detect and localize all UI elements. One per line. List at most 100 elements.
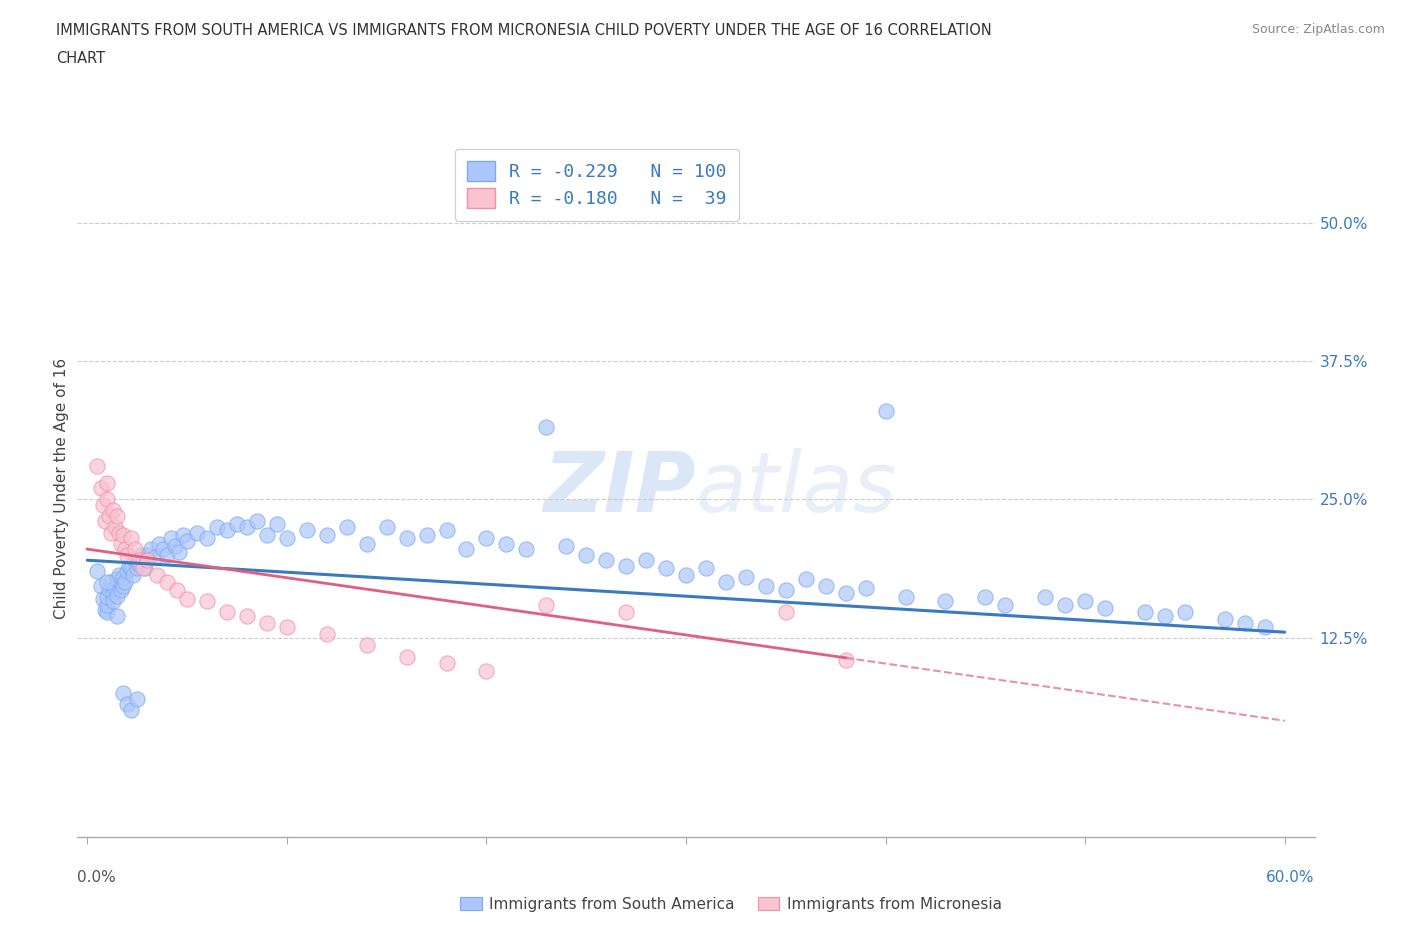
Point: [96, 475, 118, 490]
Point: [90, 481, 112, 496]
Point: [94, 603, 117, 618]
Point: [96, 575, 118, 590]
Point: [714, 575, 737, 590]
Point: [614, 604, 637, 619]
Point: [1133, 604, 1156, 619]
Point: [120, 561, 142, 576]
Point: [148, 537, 170, 551]
Point: [186, 525, 208, 540]
Text: atlas: atlas: [696, 447, 897, 529]
Point: [215, 523, 238, 538]
Point: [112, 685, 135, 700]
Point: [105, 572, 128, 587]
Point: [614, 558, 637, 573]
Point: [436, 523, 458, 538]
Point: [195, 593, 218, 608]
Text: 60.0%: 60.0%: [1267, 870, 1315, 884]
Point: [994, 597, 1017, 612]
Point: [100, 575, 122, 590]
Point: [536, 597, 558, 612]
Point: [266, 516, 288, 531]
Point: [141, 541, 163, 556]
Point: [110, 583, 132, 598]
Point: [160, 531, 183, 546]
Point: [436, 656, 458, 671]
Point: [112, 569, 135, 584]
Y-axis label: Child Poverty Under the Age of 16: Child Poverty Under the Age of 16: [53, 358, 69, 618]
Point: [143, 550, 166, 565]
Point: [128, 552, 150, 567]
Point: [114, 575, 136, 590]
Point: [156, 547, 179, 562]
Point: [775, 583, 797, 598]
Point: [515, 541, 537, 556]
Point: [132, 561, 155, 576]
Point: [91, 591, 114, 606]
Point: [215, 604, 238, 619]
Point: [536, 420, 558, 435]
Point: [834, 586, 856, 601]
Point: [226, 516, 249, 531]
Point: [315, 627, 337, 642]
Point: [475, 531, 498, 546]
Point: [156, 575, 179, 590]
Point: [495, 537, 517, 551]
Point: [1213, 611, 1236, 626]
Point: [256, 527, 278, 542]
Legend: R = -0.229   N = 100, R = -0.180   N =  39: R = -0.229 N = 100, R = -0.180 N = 39: [454, 149, 740, 220]
Point: [91, 498, 114, 512]
Point: [112, 527, 135, 542]
Point: [236, 520, 259, 535]
Point: [152, 541, 174, 556]
Point: [336, 520, 359, 535]
Point: [205, 520, 228, 535]
Point: [236, 608, 259, 623]
Point: [115, 564, 138, 578]
Point: [124, 552, 146, 567]
Point: [814, 578, 837, 593]
Point: [595, 552, 617, 567]
Point: [112, 578, 135, 593]
Point: [166, 583, 188, 598]
Point: [375, 520, 398, 535]
Point: [794, 572, 817, 587]
Point: [695, 561, 717, 576]
Point: [834, 653, 856, 668]
Point: [136, 552, 159, 567]
Point: [276, 531, 298, 546]
Point: [775, 604, 797, 619]
Point: [136, 547, 159, 562]
Point: [132, 552, 155, 567]
Point: [934, 593, 956, 608]
Point: [734, 569, 756, 584]
Point: [246, 514, 269, 529]
Point: [256, 616, 278, 631]
Point: [755, 578, 778, 593]
Point: [96, 492, 118, 507]
Point: [127, 691, 149, 706]
Point: [1154, 608, 1177, 623]
Point: [105, 588, 128, 603]
Point: [100, 525, 122, 540]
Point: [1074, 593, 1097, 608]
Point: [315, 527, 337, 542]
Point: [103, 593, 125, 608]
Point: [98, 583, 121, 598]
Point: [127, 561, 149, 576]
Point: [94, 514, 117, 529]
Point: [96, 604, 118, 619]
Point: [1174, 604, 1197, 619]
Point: [105, 608, 128, 623]
Point: [86, 458, 108, 473]
Text: IMMIGRANTS FROM SOUTH AMERICA VS IMMIGRANTS FROM MICRONESIA CHILD POVERTY UNDER : IMMIGRANTS FROM SOUTH AMERICA VS IMMIGRA…: [56, 23, 993, 38]
Point: [115, 697, 138, 711]
Text: ZIP: ZIP: [543, 447, 696, 529]
Point: [86, 564, 108, 578]
Point: [118, 558, 141, 573]
Point: [134, 561, 156, 576]
Point: [276, 619, 298, 634]
Text: CHART: CHART: [56, 51, 105, 66]
Point: [105, 509, 128, 524]
Point: [172, 527, 194, 542]
Point: [176, 534, 198, 549]
